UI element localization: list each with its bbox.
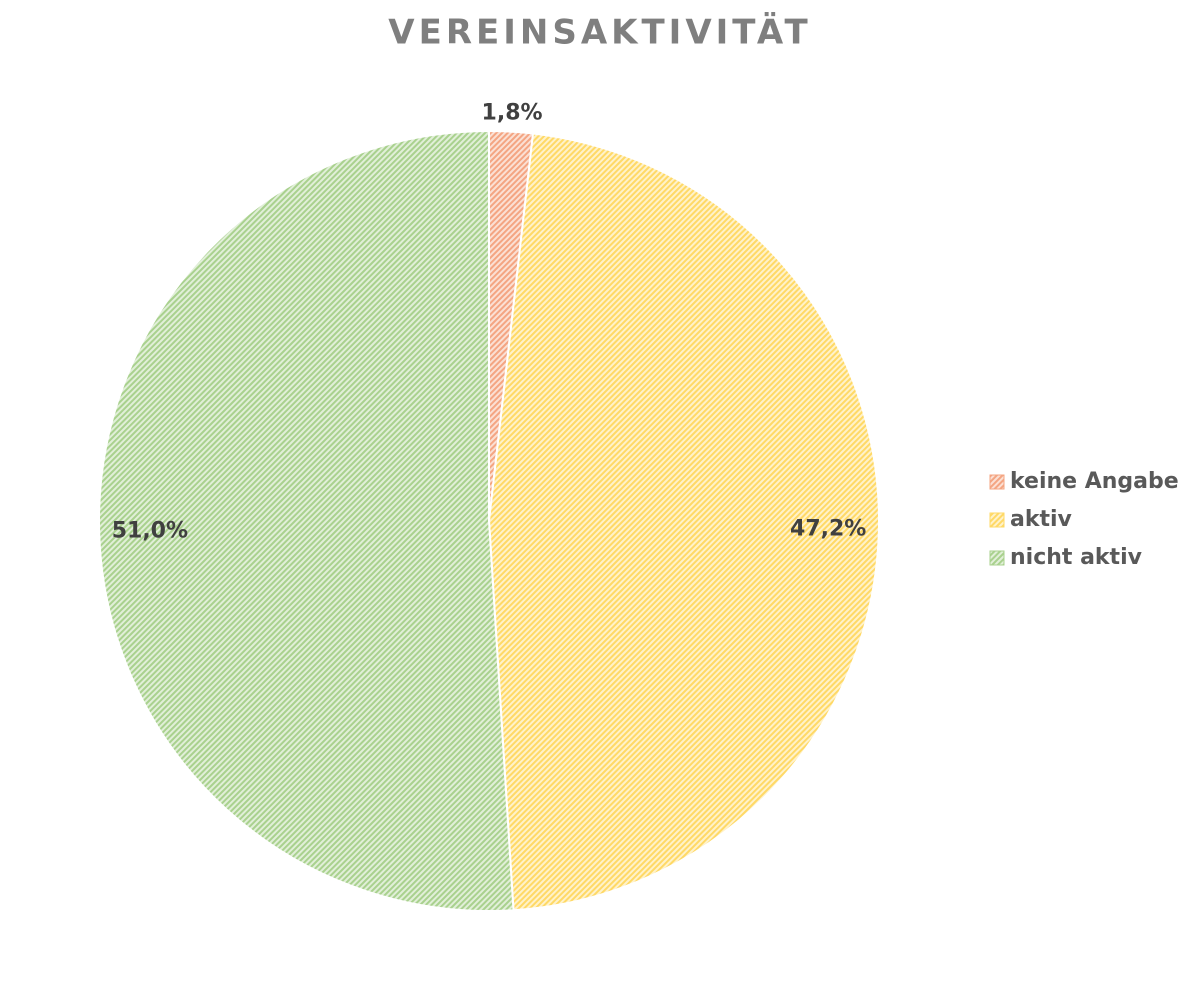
- chart-title: VEREINSAKTIVITÄT: [388, 12, 811, 53]
- legend-swatch: [989, 550, 1005, 566]
- pie-slice: [487, 132, 880, 912]
- data-label: 51,0%: [112, 519, 188, 544]
- data-label: 1,8%: [482, 101, 543, 126]
- legend-swatch: [989, 512, 1005, 528]
- data-label: 47,2%: [790, 517, 866, 542]
- legend-swatch: [989, 474, 1005, 490]
- legend-label: aktiv: [1010, 507, 1073, 532]
- pie-slice: [98, 129, 515, 912]
- legend-label: keine Angabe: [1010, 469, 1179, 494]
- legend-label: nicht aktiv: [1010, 545, 1143, 570]
